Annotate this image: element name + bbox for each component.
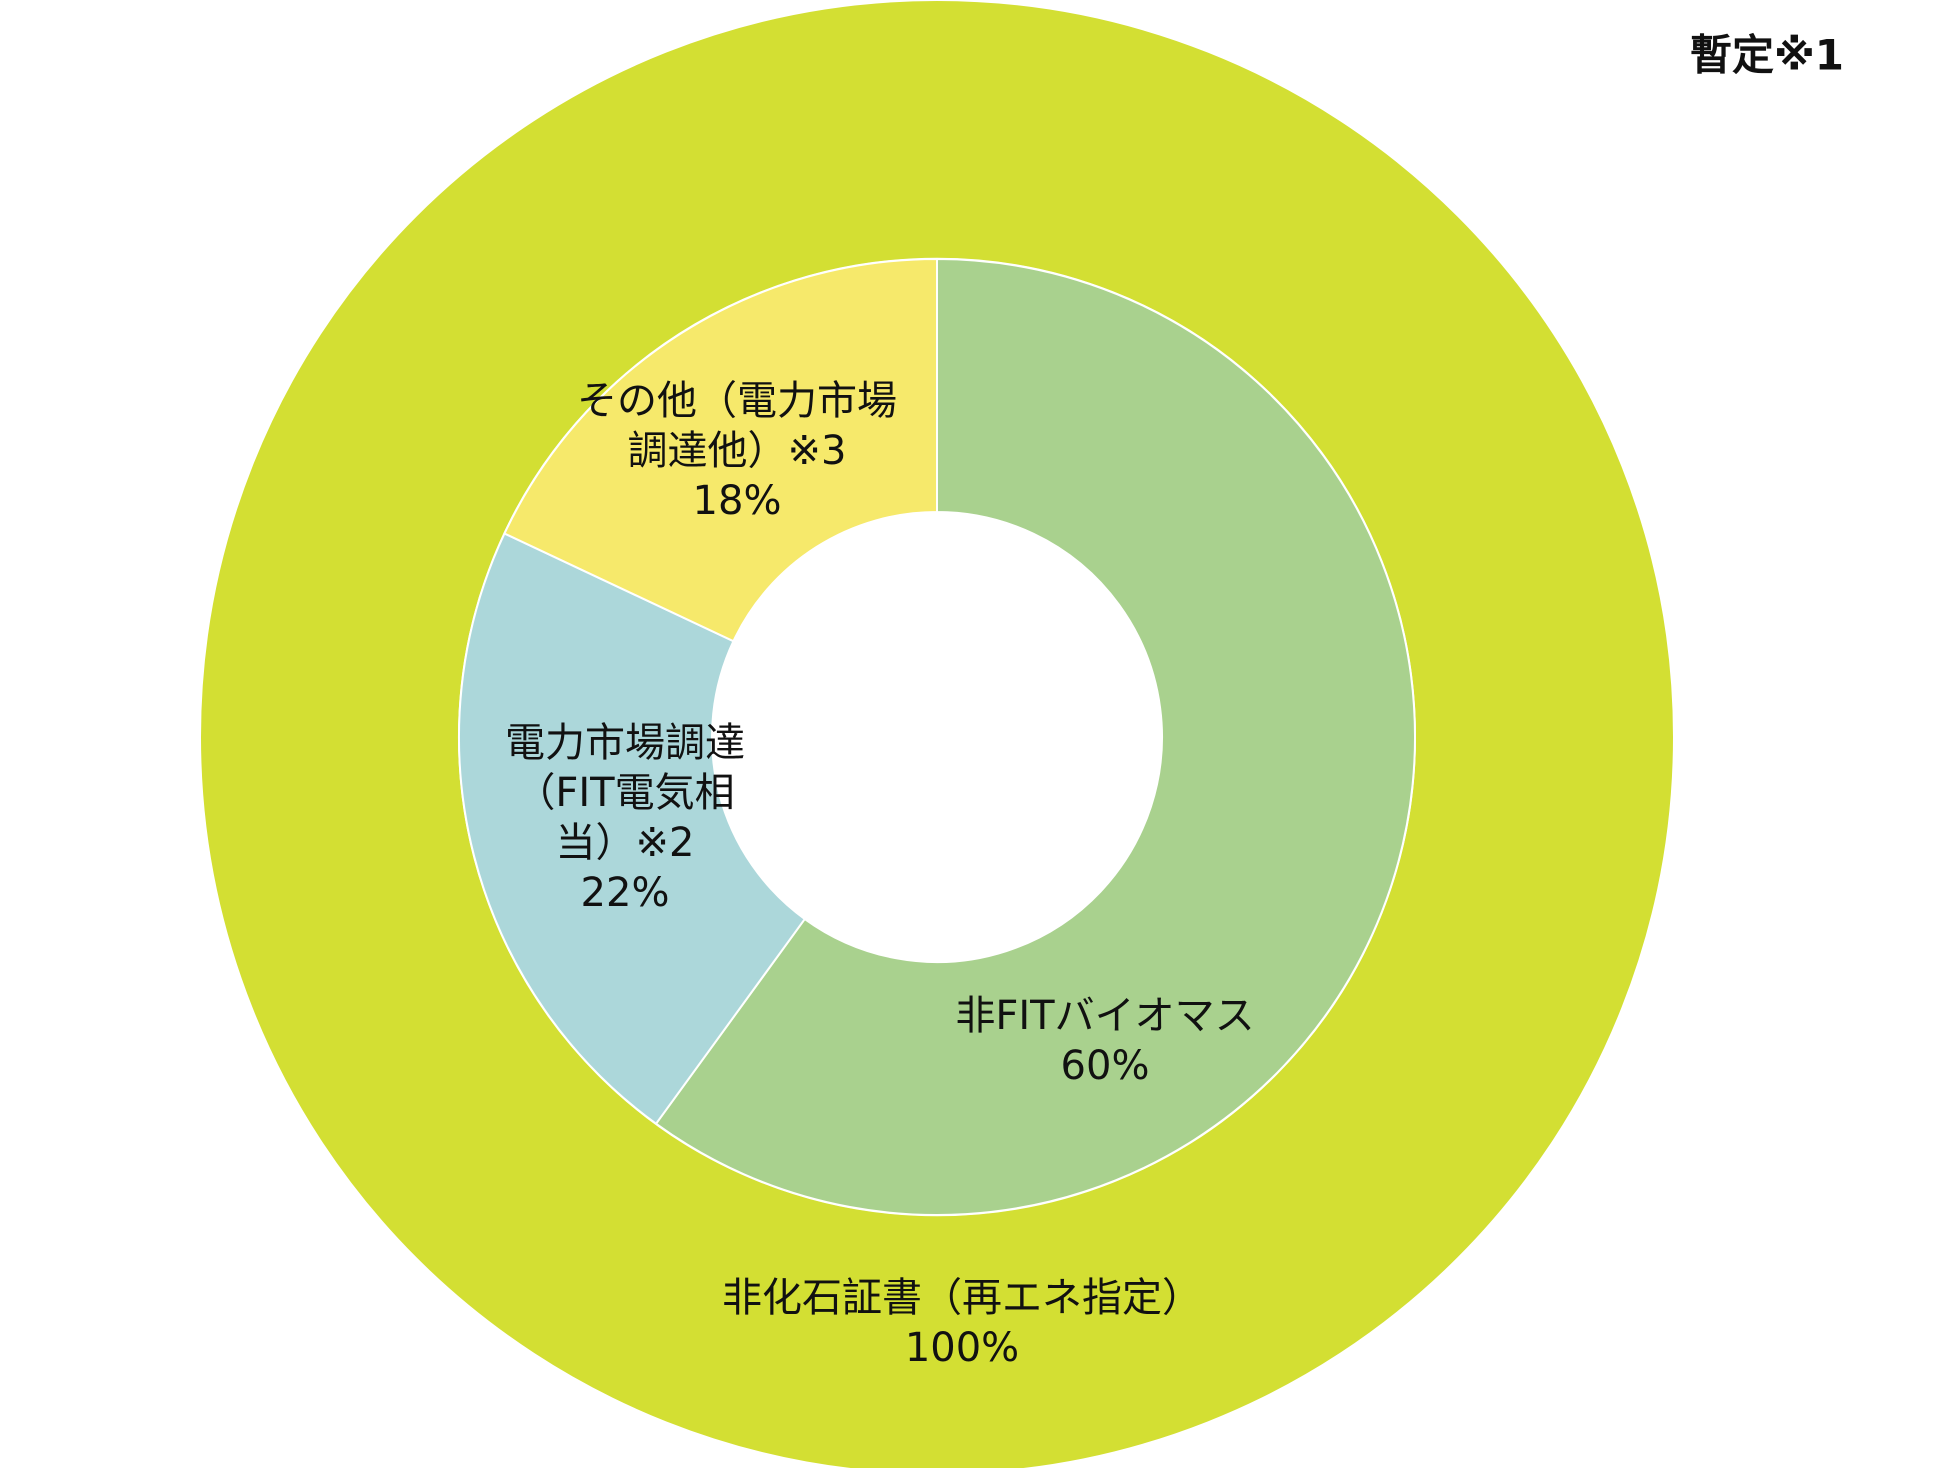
slice-label: 非化石証書（再エネ指定） xyxy=(722,1275,1202,1321)
label-line: 当）※2 xyxy=(556,820,695,866)
chart-title: 暫定※1 xyxy=(1690,31,1844,80)
label-line: （FIT電気相 xyxy=(515,770,734,816)
label-line: その他（電力市場 xyxy=(577,378,897,424)
slice-label: その他（電力市場調達他）※3 xyxy=(577,378,897,474)
donut-slice xyxy=(503,257,938,643)
value-label: 100% xyxy=(905,1325,1019,1371)
label-line: 調達他）※3 xyxy=(628,428,847,474)
label-line: 電力市場調達 xyxy=(505,720,745,766)
label-line: 非化石証書（再エネ指定） xyxy=(722,1275,1202,1321)
donut-slice xyxy=(654,257,1416,1216)
donut-slice xyxy=(198,0,1676,1468)
donut-slice xyxy=(458,532,807,1126)
slice-label: 電力市場調達（FIT電気相当）※2 xyxy=(505,720,745,866)
value-label: 60% xyxy=(1061,1043,1150,1089)
value-label: 22% xyxy=(581,870,670,916)
slice-label: 非FITバイオマス xyxy=(955,993,1254,1039)
value-label: 18% xyxy=(693,478,782,524)
label-line: 非FITバイオマス xyxy=(955,993,1254,1039)
